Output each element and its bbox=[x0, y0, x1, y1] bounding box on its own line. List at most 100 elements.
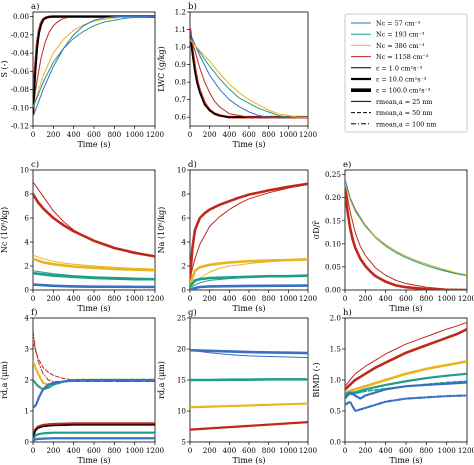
y-tick-label: -0.06 bbox=[11, 67, 30, 76]
y-tick-label: -0.08 bbox=[11, 85, 30, 94]
series-line bbox=[190, 28, 308, 119]
x-tick-label: 600 bbox=[399, 294, 413, 303]
x-tick-label: 800 bbox=[262, 446, 276, 455]
panel-label: e) bbox=[343, 159, 351, 170]
series-group bbox=[33, 15, 155, 118]
series-line bbox=[345, 183, 467, 290]
series-group bbox=[190, 28, 308, 119]
y-tick-label: 0.25 bbox=[325, 170, 341, 179]
series-line bbox=[190, 32, 308, 119]
x-tick-label: 1200 bbox=[146, 294, 165, 303]
y-tick-label: 0.8 bbox=[175, 78, 187, 87]
series-group bbox=[33, 329, 155, 442]
y-tick-label: 10 bbox=[20, 166, 30, 175]
x-tick-label: 0 bbox=[31, 130, 36, 139]
series-line bbox=[33, 283, 155, 289]
y-tick-label: 0.00 bbox=[13, 12, 29, 21]
x-tick-label: 1200 bbox=[458, 446, 474, 455]
y-tick-label: 10 bbox=[177, 407, 187, 416]
y-tick-label: 0.15 bbox=[325, 216, 341, 225]
series-line bbox=[33, 342, 155, 383]
panel-b: 0 200 400 600 800 1000 1200 0.6 0.7 0.8 0.9 1.0 1.1 1… bbox=[157, 1, 318, 149]
y-tick-label: 0.7 bbox=[175, 95, 187, 104]
x-tick-label: 0 bbox=[188, 130, 193, 139]
series-line bbox=[190, 258, 308, 287]
x-tick-label: 400 bbox=[222, 446, 236, 455]
series-line bbox=[190, 183, 308, 279]
legend-entry-label: rmean,a = 25 nm bbox=[376, 98, 432, 106]
y-axis-label: LWC (g/kg) bbox=[157, 46, 166, 92]
y-tick-label: 0.0 bbox=[330, 438, 342, 447]
x-tick-label: 600 bbox=[242, 446, 256, 455]
x-tick-label: 1200 bbox=[299, 446, 318, 455]
series-line bbox=[190, 39, 308, 118]
x-tick-label: 1000 bbox=[126, 446, 145, 455]
series-line bbox=[190, 349, 308, 359]
panel-d: 0 200 400 600 800 1000 1200 0 2 4 6 8 10 Time (s) Na (… bbox=[157, 159, 318, 313]
y-tick-label: 0 bbox=[24, 438, 29, 447]
y-axis-label: rd,a (μm) bbox=[0, 361, 9, 399]
x-tick-label: 1000 bbox=[279, 294, 298, 303]
y-tick-label: 6 bbox=[181, 214, 186, 223]
panel-label: g) bbox=[188, 307, 197, 318]
panel-f: 0 200 400 600 800 1000 1200 0 1 2 3 4 Time (s) rd,a (… bbox=[0, 307, 165, 465]
series-line bbox=[33, 15, 155, 116]
y-tick-label: -0.04 bbox=[11, 49, 30, 58]
x-tick-label: 400 bbox=[222, 294, 236, 303]
y-tick-label: 0.9 bbox=[175, 60, 187, 69]
y-axis-label: σD/r̄ bbox=[312, 220, 321, 239]
y-tick-label: -0.12 bbox=[11, 122, 29, 131]
x-tick-label: 400 bbox=[67, 446, 81, 455]
x-axis-label: Time (s) bbox=[232, 304, 265, 313]
y-tick-label: 0.6 bbox=[175, 113, 187, 122]
series-group bbox=[190, 182, 308, 290]
x-axis-label: Time (s) bbox=[232, 140, 265, 149]
y-tick-label: 2.0 bbox=[330, 314, 342, 323]
panel-label: a) bbox=[31, 1, 39, 12]
y-tick-label: 1 bbox=[24, 407, 29, 416]
x-tick-label: 600 bbox=[87, 294, 101, 303]
x-tick-label: 800 bbox=[262, 294, 276, 303]
panel-label: h) bbox=[343, 307, 352, 318]
panel-label: f) bbox=[31, 307, 37, 318]
series-line bbox=[190, 348, 308, 355]
x-tick-label: 600 bbox=[87, 130, 101, 139]
y-axis-label: BIMD (-) bbox=[312, 362, 321, 397]
x-tick-label: 0 bbox=[188, 446, 193, 455]
y-tick-label: 8 bbox=[24, 190, 29, 199]
x-tick-label: 800 bbox=[262, 130, 276, 139]
x-axis-label: Time (s) bbox=[77, 140, 110, 149]
x-tick-label: 800 bbox=[107, 130, 121, 139]
series-group bbox=[33, 181, 155, 289]
y-tick-label: 0.10 bbox=[325, 239, 341, 248]
x-tick-label: 1200 bbox=[146, 446, 165, 455]
y-tick-label: 1.0 bbox=[175, 43, 187, 52]
series-line bbox=[33, 16, 155, 109]
x-tick-label: 800 bbox=[419, 446, 433, 455]
y-axis-label: Nc (10⁶/kg) bbox=[0, 207, 9, 253]
series-line bbox=[345, 394, 467, 413]
x-tick-label: 200 bbox=[203, 446, 217, 455]
x-tick-label: 600 bbox=[242, 294, 256, 303]
x-tick-label: 800 bbox=[107, 294, 121, 303]
x-axis-label: Time (s) bbox=[77, 456, 110, 465]
y-tick-label: 4 bbox=[24, 314, 29, 323]
y-tick-label: 2 bbox=[181, 262, 186, 271]
series-line bbox=[33, 378, 155, 409]
series-line bbox=[190, 284, 308, 290]
x-tick-label: 400 bbox=[67, 294, 81, 303]
x-tick-label: 400 bbox=[379, 294, 393, 303]
series-line bbox=[190, 378, 308, 382]
x-tick-label: 200 bbox=[358, 294, 372, 303]
y-tick-label: 3 bbox=[24, 345, 29, 354]
series-group bbox=[190, 348, 308, 431]
x-tick-label: 600 bbox=[87, 446, 101, 455]
y-tick-label: 4 bbox=[181, 238, 186, 247]
series-line bbox=[190, 258, 308, 286]
y-tick-label: 4 bbox=[24, 238, 29, 247]
legend-frame bbox=[344, 13, 468, 133]
series-line bbox=[33, 16, 155, 109]
series-line bbox=[190, 32, 308, 118]
x-tick-label: 0 bbox=[343, 294, 348, 303]
series-line bbox=[33, 422, 155, 442]
